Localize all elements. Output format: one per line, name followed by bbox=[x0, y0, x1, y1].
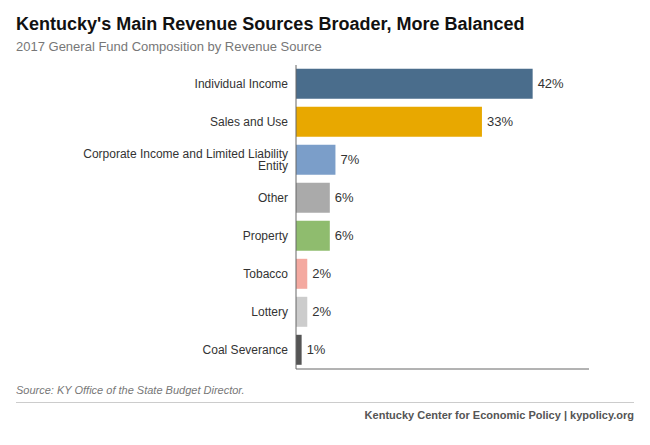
svg-text:Coal Severance: Coal Severance bbox=[203, 343, 289, 357]
svg-text:42%: 42% bbox=[538, 76, 564, 91]
svg-text:Lottery: Lottery bbox=[251, 305, 288, 319]
svg-text:Tobacco: Tobacco bbox=[243, 267, 288, 281]
svg-text:1%: 1% bbox=[307, 342, 326, 357]
svg-text:Corporate Income and Limited L: Corporate Income and Limited LiabilityEn… bbox=[83, 147, 288, 173]
svg-text:Sales and Use: Sales and Use bbox=[210, 115, 288, 129]
svg-text:2%: 2% bbox=[312, 266, 331, 281]
svg-text:7%: 7% bbox=[340, 152, 359, 167]
html-text:Kentucky Center for Economic P: Kentucky Center for Economic Policy | ky… bbox=[364, 409, 634, 421]
svg-text:33%: 33% bbox=[487, 114, 513, 129]
svg-text:Property: Property bbox=[243, 229, 288, 243]
svg-text:6%: 6% bbox=[335, 190, 354, 205]
svg-text:2%: 2% bbox=[312, 304, 331, 319]
html-text:2017 General Fund Composition: 2017 General Fund Composition by Revenue… bbox=[16, 39, 322, 54]
html-text:Kentucky's Main Revenue Source: Kentucky's Main Revenue Sources Broader,… bbox=[16, 14, 525, 34]
svg-text:Individual Income: Individual Income bbox=[195, 77, 289, 91]
html-text:Source: KY Office of the State: Source: KY Office of the State Budget Di… bbox=[16, 384, 245, 396]
svg-text:6%: 6% bbox=[335, 228, 354, 243]
svg-text:Other: Other bbox=[258, 191, 288, 205]
